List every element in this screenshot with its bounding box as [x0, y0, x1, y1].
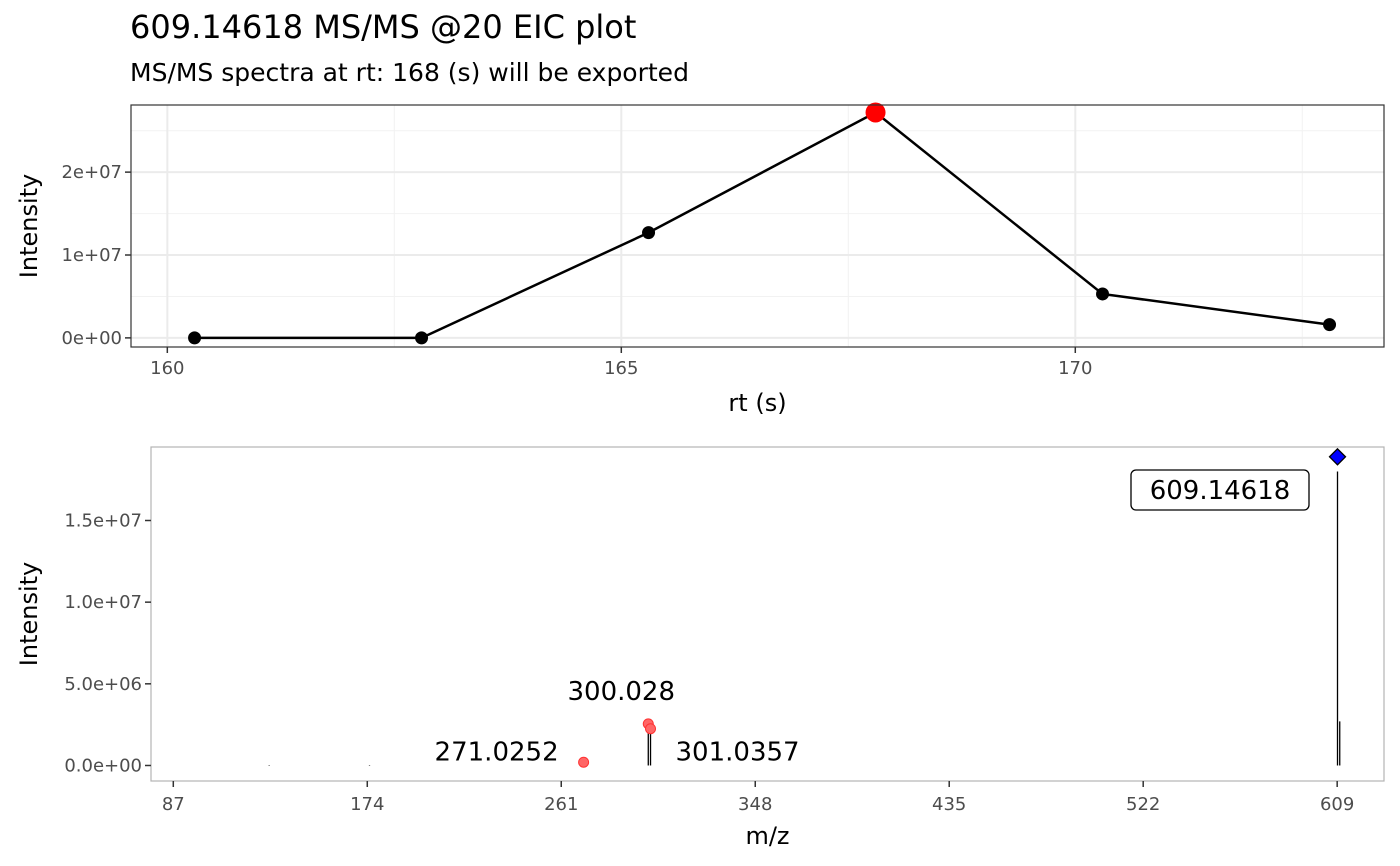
msms-precursor-marker	[1328, 447, 1347, 466]
eic-y-axis-title: Intensity	[15, 174, 43, 278]
chart-title: 609.14618 MS/MS @20 EIC plot	[130, 8, 637, 46]
msms-y-tick-label: 1.5e+07	[64, 510, 142, 531]
eic-x-tick-label: 160	[150, 358, 184, 379]
eic-x-tick-label: 170	[1058, 358, 1092, 379]
msms-x-tick-label: 87	[162, 794, 185, 815]
msms-fragment-label: 301.0357	[676, 737, 800, 767]
eic-y-tick-label: 1e+07	[61, 245, 122, 266]
eic-x-tick-label: 165	[604, 358, 638, 379]
msms-precursor-label-box	[1130, 469, 1310, 511]
msms-x-tick-label: 609	[1320, 794, 1354, 815]
msms-x-tick-label: 261	[544, 794, 578, 815]
eic-data-point	[642, 226, 656, 240]
eic-chart: 160 165 170 0e+00 1e+07 2e+07 rt (s) Intensity	[15, 102, 1385, 417]
eic-y-tick-label: 0e+00	[61, 328, 122, 349]
eic-data-point	[1323, 318, 1337, 332]
eic-data-point	[1096, 287, 1110, 301]
eic-series-line	[194, 110, 1330, 340]
msms-fragment-marker	[645, 723, 657, 735]
msms-fragment-label: 300.028	[568, 677, 676, 707]
msms-y-tick-label: 1.0e+07	[64, 592, 142, 613]
msms-fragment-label: 271.0252	[435, 737, 559, 767]
eic-x-axis-title: rt (s)	[728, 389, 786, 417]
msms-y-tick-label: 0.0e+00	[64, 755, 142, 776]
msms-x-axis-title: m/z	[745, 822, 789, 850]
msms-fragment-marker	[578, 756, 590, 768]
eic-data-point	[188, 331, 202, 345]
eic-data-point	[415, 331, 429, 345]
msms-y-tick-label: 5.0e+06	[64, 674, 142, 695]
msms-x-tick-label: 522	[1126, 794, 1160, 815]
eic-panel-bg	[131, 105, 1384, 347]
eic-panel-border	[130, 104, 1385, 348]
msms-precursor-label: 609.14618	[1150, 476, 1291, 506]
msms-x-tick-label: 435	[932, 794, 966, 815]
eic-y-tick-label: 2e+07	[61, 162, 122, 183]
msms-y-axis-title: Intensity	[15, 562, 43, 666]
msms-x-tick-label: 174	[350, 794, 384, 815]
msms-x-tick-label: 348	[738, 794, 772, 815]
chart-subtitle: MS/MS spectra at rt: 168 (s) will be exp…	[130, 58, 689, 87]
eic-selected-scan-point	[865, 102, 886, 123]
